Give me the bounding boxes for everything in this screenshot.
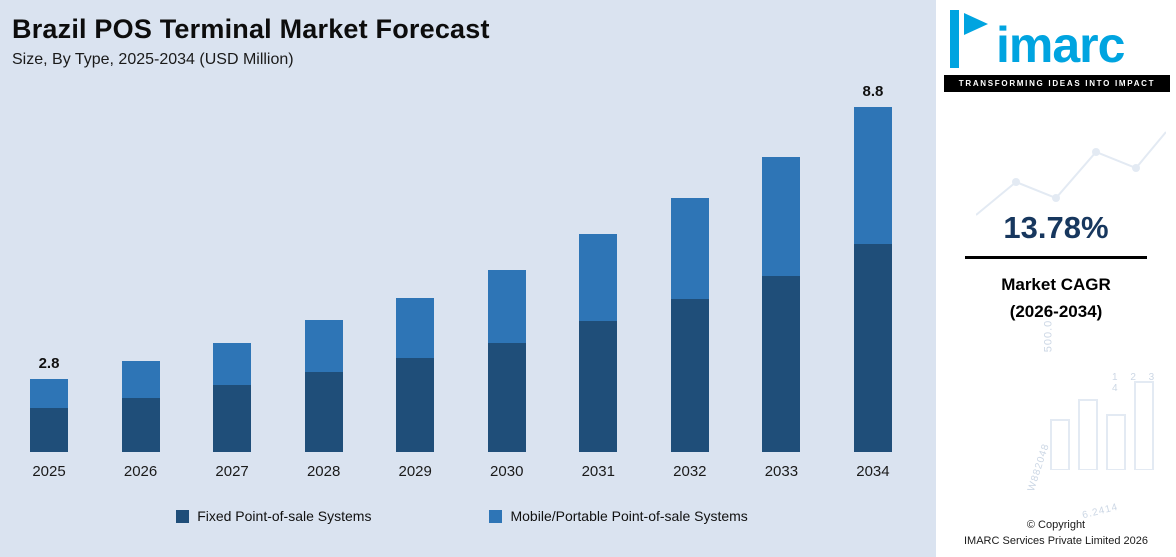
- copyright-line2: IMARC Services Private Limited 2026: [963, 534, 1148, 547]
- bar-segment-fixed: [487, 343, 526, 452]
- bar-segment-mobile: [487, 270, 526, 343]
- bar-segment-mobile: [579, 234, 618, 321]
- chart-subtitle: Size, By Type, 2025-2034 (USD Million): [12, 51, 294, 68]
- bar-column-2029: 2029: [396, 274, 435, 482]
- cagr-underline: [965, 256, 1147, 259]
- legend: Fixed Point-of-sale Systems Mobile/Porta…: [12, 508, 912, 524]
- bar-segment-mobile: [30, 379, 68, 408]
- cagr-block: 13.78% Market CAGR (2026-2034): [944, 210, 1168, 325]
- bar-segment-fixed: [762, 276, 801, 452]
- watermark-bar-chart-icon: [1050, 381, 1154, 470]
- legend-item-fixed: Fixed Point-of-sale Systems: [176, 508, 371, 524]
- copyright: © Copyright IMARC Services Private Limit…: [936, 518, 1176, 549]
- bar-segment-fixed: [121, 398, 160, 452]
- x-axis-label: 2030: [490, 463, 524, 480]
- watermark-text: W882048: [1025, 442, 1052, 493]
- stacked-bar: [213, 343, 252, 452]
- bar-column-2034: 8.8 2034: [853, 83, 892, 482]
- bar-segment-mobile: [396, 298, 435, 358]
- x-axis-label: 2034: [856, 463, 890, 480]
- stacked-bar: [30, 379, 68, 452]
- legend-label-fixed: Fixed Point-of-sale Systems: [197, 508, 372, 524]
- chart-panel: Brazil POS Terminal Market Forecast Size…: [0, 0, 936, 557]
- stacked-bar: [579, 234, 618, 452]
- stacked-bar: [762, 157, 801, 452]
- bar-segment-fixed: [304, 372, 343, 452]
- bar-column-2026: 2026: [121, 337, 160, 482]
- imarc-logo-icon: [950, 10, 988, 68]
- bar-segment-mobile: [121, 361, 160, 398]
- copyright-line1: © Copyright: [1026, 519, 1086, 532]
- x-axis-label: 2028: [306, 463, 341, 480]
- cagr-years: (2026-2034): [1009, 302, 1103, 322]
- bar-value-label: 2.8: [38, 355, 60, 372]
- bar-segment-mobile: [304, 320, 343, 372]
- bar-column-2028: 2028: [304, 296, 343, 482]
- x-axis-label: 2033: [764, 463, 799, 480]
- x-axis-label: 2027: [215, 463, 249, 480]
- x-axis-label: 2029: [398, 463, 432, 480]
- bar-segment-mobile: [670, 198, 709, 299]
- bar-column-2032: 2032: [670, 174, 709, 482]
- watermark-text: 1 2 3 4: [1112, 372, 1160, 394]
- bar-column-2033: 2033: [762, 133, 801, 482]
- stacked-bar: [670, 198, 709, 452]
- bar-value-label: 8.8: [862, 83, 884, 100]
- bar-segment-fixed: [853, 244, 892, 452]
- legend-swatch-mobile: [489, 509, 503, 523]
- x-axis-label: 2025: [32, 463, 66, 480]
- legend-item-mobile: Mobile/Portable Point-of-sale Systems: [489, 508, 748, 524]
- imarc-logo-row: imarc: [944, 10, 1168, 73]
- x-axis-label: 2026: [123, 463, 158, 480]
- bar-column-2031: 2031: [579, 210, 618, 482]
- x-axis-label: 2031: [581, 463, 615, 480]
- bar-segment-mobile: [853, 107, 892, 244]
- bar-segment-fixed: [579, 321, 618, 452]
- stacked-bar: [853, 107, 892, 452]
- legend-swatch-fixed: [176, 509, 190, 523]
- bar-plot: 2.8 2025 2026 2027 2028 2029 2030 2031 2032 2033 8…: [30, 83, 892, 482]
- cagr-value: 13.78%: [1003, 210, 1109, 245]
- stacked-bar: [121, 361, 160, 452]
- bar-segment-mobile: [762, 157, 801, 276]
- cagr-label: Market CAGR: [1001, 275, 1111, 294]
- chart-title: Brazil POS Terminal Market Forecast: [12, 14, 490, 44]
- stacked-bar: [396, 298, 435, 452]
- x-axis-label: 2032: [673, 463, 707, 480]
- bar-segment-fixed: [213, 385, 252, 452]
- bar-segment-mobile: [213, 343, 252, 385]
- bar-column-2025: 2.8 2025: [30, 355, 68, 482]
- stacked-bar: [487, 270, 526, 452]
- bar-segment-fixed: [30, 408, 68, 452]
- stacked-bar: [304, 320, 343, 452]
- sidebar: 500.0 1 2 3 4 W882048 6.2414 imarc TRANS…: [936, 0, 1176, 557]
- imarc-logo-text: imarc: [996, 17, 1125, 73]
- bar-column-2027: 2027: [213, 319, 252, 482]
- legend-label-mobile: Mobile/Portable Point-of-sale Systems: [510, 508, 748, 524]
- bar-segment-fixed: [396, 358, 435, 452]
- imarc-logo: imarc TRANSFORMING IDEAS INTO IMPACT: [944, 10, 1170, 92]
- bar-segment-fixed: [670, 299, 709, 452]
- imarc-tagline: TRANSFORMING IDEAS INTO IMPACT: [944, 75, 1170, 92]
- bar-column-2030: 2030: [487, 246, 526, 482]
